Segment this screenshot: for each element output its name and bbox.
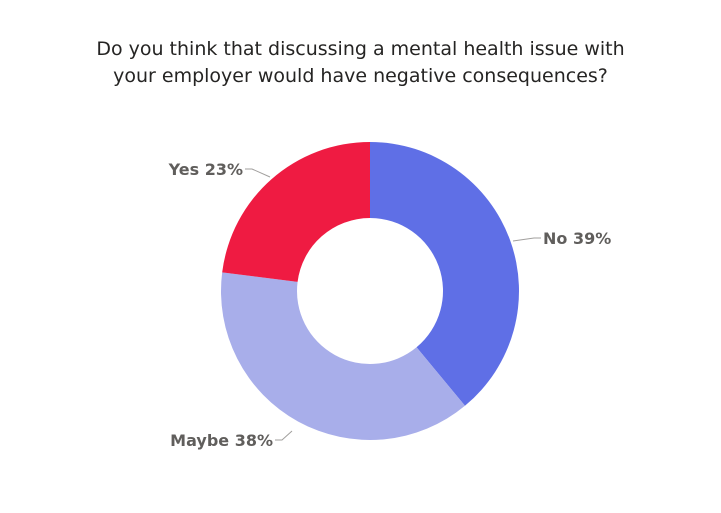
chart-title-line-1: Do you think that discussing a mental he…	[96, 38, 625, 60]
chart-title: Do you think that discussing a mental he…	[0, 36, 721, 90]
donut-slice-yes	[222, 142, 370, 282]
data-label-maybe: Maybe 38%	[170, 431, 273, 450]
leader-line-yes	[245, 168, 271, 178]
chart-title-line-2: your employer would have negative conseq…	[113, 65, 608, 87]
donut-slice-maybe	[221, 272, 465, 440]
donut-slices	[221, 142, 519, 440]
leader-line-no	[512, 237, 541, 242]
leader-line-maybe	[275, 430, 293, 441]
data-label-no: No 39%	[543, 229, 611, 248]
data-label-yes: Yes 23%	[168, 160, 243, 179]
donut-labels: No 39% Maybe 38% Yes 23%	[168, 160, 612, 450]
donut-slice-no	[370, 142, 519, 406]
